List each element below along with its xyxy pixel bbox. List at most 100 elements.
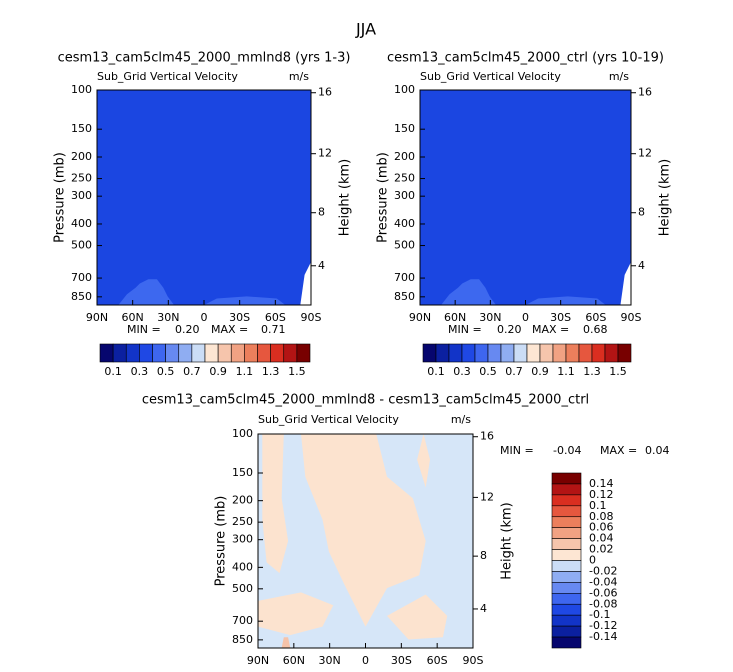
contour-fill bbox=[441, 279, 496, 305]
y2-tick-label: 8 bbox=[638, 206, 645, 219]
colorbar-box bbox=[551, 614, 582, 627]
colorbar-box bbox=[551, 593, 582, 605]
colorbar-box bbox=[125, 343, 140, 363]
colorbar-label: 1.3 bbox=[583, 365, 601, 378]
panel-title: cesm13_cam5clm45_2000_mmlnd8 - cesm13_ca… bbox=[142, 393, 589, 408]
subtitle-right: m/s bbox=[451, 413, 471, 426]
colorbar-box bbox=[435, 343, 450, 363]
subtitle-right: m/s bbox=[609, 70, 629, 83]
stats-text: 0.71 bbox=[261, 323, 286, 336]
y-tick-label: 250 bbox=[394, 172, 415, 185]
colorbar-label: -0.04 bbox=[589, 575, 617, 588]
y2-tick-label: 16 bbox=[480, 430, 494, 443]
y-tick-label: 200 bbox=[232, 494, 253, 507]
x-tick-label: 60N bbox=[444, 311, 466, 324]
y-tick-label: 100 bbox=[394, 83, 415, 96]
y2-tick-label: 12 bbox=[638, 147, 652, 160]
y-tick-label: 500 bbox=[71, 239, 92, 252]
colorbar-box bbox=[565, 343, 580, 363]
y-axis-label: Pressure (mb) bbox=[214, 496, 229, 587]
colorbar-label: 1.3 bbox=[262, 365, 280, 378]
stats-text: MAX = bbox=[211, 323, 248, 336]
x-tick-label: 90N bbox=[86, 311, 108, 324]
x-tick-label: 30N bbox=[157, 311, 179, 324]
colorbar-label: 0.9 bbox=[531, 365, 549, 378]
colorbar-box bbox=[99, 343, 114, 363]
x-tick-label: 60S bbox=[265, 311, 286, 324]
colorbar-label: 0.7 bbox=[505, 365, 523, 378]
colorbar-box bbox=[244, 343, 258, 363]
stats-text: MIN = bbox=[500, 444, 534, 457]
colorbar-label: 0.04 bbox=[589, 532, 614, 545]
y-tick-label: 150 bbox=[232, 466, 253, 479]
y-axis-label: Pressure (mb) bbox=[53, 152, 68, 243]
colorbar-box bbox=[296, 343, 311, 363]
colorbar-label: 0.1 bbox=[427, 365, 445, 378]
x-tick-label: 30S bbox=[229, 311, 250, 324]
contour-fill bbox=[204, 296, 286, 305]
colorbar-label: 0.1 bbox=[589, 499, 607, 512]
colorbar-box bbox=[513, 343, 528, 363]
y-tick-label: 400 bbox=[71, 217, 92, 230]
colorbar-box bbox=[139, 343, 153, 363]
y-tick-label: 400 bbox=[232, 560, 253, 573]
colorbar-label: -0.14 bbox=[589, 630, 617, 643]
x-tick-label: 30S bbox=[391, 654, 412, 667]
colorbar-box bbox=[551, 472, 582, 485]
colorbar-box bbox=[461, 343, 476, 363]
colorbar-box bbox=[551, 560, 582, 572]
y2-tick-label: 4 bbox=[318, 259, 325, 272]
y-tick-label: 150 bbox=[394, 122, 415, 135]
colorbar-box bbox=[551, 636, 582, 649]
x-tick-label: 30N bbox=[479, 311, 501, 324]
contour-fill bbox=[97, 90, 311, 305]
y2-tick-label: 4 bbox=[480, 602, 487, 615]
y-tick-label: 850 bbox=[71, 290, 92, 303]
colorbar-box bbox=[191, 343, 206, 363]
colorbar-label: 1.5 bbox=[288, 365, 306, 378]
colorbar-label: 0.3 bbox=[131, 365, 149, 378]
panel-title: cesm13_cam5clm45_2000_ctrl (yrs 10-19) bbox=[387, 51, 664, 66]
y-tick-label: 700 bbox=[71, 271, 92, 284]
colorbar-box bbox=[551, 603, 582, 616]
x-tick-label: 0 bbox=[362, 654, 369, 667]
colorbar-box bbox=[551, 505, 582, 518]
colorbar-box bbox=[487, 343, 502, 363]
y-tick-label: 500 bbox=[394, 239, 415, 252]
y-tick-label: 250 bbox=[71, 172, 92, 185]
colorbar-label: 0.14 bbox=[589, 477, 614, 490]
colorbar-box bbox=[539, 343, 554, 363]
colorbar-box bbox=[578, 343, 593, 363]
contour-fill bbox=[420, 90, 631, 305]
colorbar-box bbox=[604, 343, 619, 363]
colorbar-box bbox=[283, 343, 298, 363]
contour-fill bbox=[301, 434, 426, 627]
y-tick-label: 100 bbox=[232, 427, 253, 440]
y-tick-label: 200 bbox=[394, 150, 415, 163]
colorbar-box bbox=[551, 549, 582, 561]
subtitle-left: Sub_Grid Vertical Velocity bbox=[97, 70, 238, 83]
colorbar-label: 1.1 bbox=[557, 365, 575, 378]
colorbar-label: 0.3 bbox=[453, 365, 471, 378]
x-tick-label: 60S bbox=[427, 654, 448, 667]
colorbar-label: -0.06 bbox=[589, 586, 617, 599]
x-tick-label: 90S bbox=[463, 654, 484, 667]
colorbar-label: 0.1 bbox=[104, 365, 122, 378]
colorbar-label: -0.12 bbox=[589, 619, 617, 632]
x-tick-label: 60N bbox=[283, 654, 305, 667]
colorbar-box bbox=[551, 538, 582, 550]
y2-tick-label: 12 bbox=[318, 147, 332, 160]
stats-text: -0.04 bbox=[553, 444, 581, 457]
y2-tick-label: 8 bbox=[480, 549, 487, 562]
stats-text: 0.68 bbox=[583, 323, 608, 336]
stats-text: 0.20 bbox=[497, 323, 522, 336]
colorbar-box bbox=[422, 343, 437, 363]
y-tick-label: 250 bbox=[232, 515, 253, 528]
colorbar-box bbox=[551, 494, 582, 507]
colorbar-box bbox=[551, 483, 582, 496]
colorbar-box bbox=[551, 516, 582, 528]
colorbar-box bbox=[551, 582, 582, 594]
contour-fill bbox=[417, 434, 430, 488]
y-tick-label: 300 bbox=[71, 189, 92, 202]
y-tick-label: 700 bbox=[394, 271, 415, 284]
